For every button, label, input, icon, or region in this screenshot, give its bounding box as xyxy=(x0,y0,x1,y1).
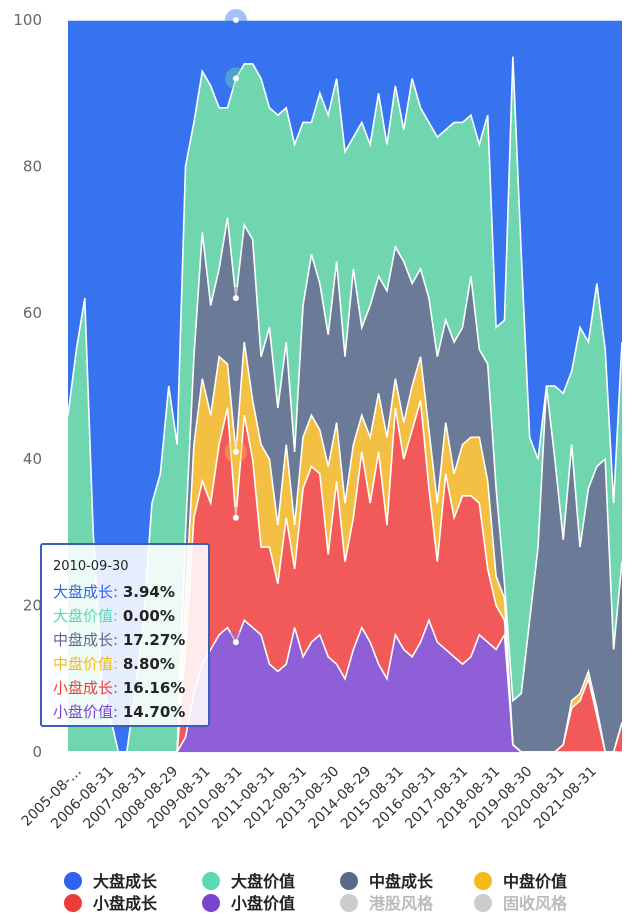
legend-item[interactable]: 小盘成长 xyxy=(64,894,158,913)
tooltip-date: 2010-09-30 xyxy=(53,559,129,574)
y-tick-label: 100 xyxy=(13,11,42,29)
y-tick-label: 60 xyxy=(23,304,42,322)
area-中盘价值 xyxy=(68,342,622,752)
tooltip-series-value: 3.94% xyxy=(122,583,175,601)
legend-item[interactable]: 港股风格 xyxy=(340,894,434,913)
legend-item[interactable]: 中盘价值 xyxy=(474,872,567,891)
legend-marker xyxy=(64,872,82,890)
area-大盘价值 xyxy=(68,56,622,753)
legend-marker xyxy=(64,894,82,912)
tooltip-series-name: 大盘价值: xyxy=(53,607,123,625)
legend-item[interactable]: 中盘成长 xyxy=(340,872,434,891)
y-tick-label: 80 xyxy=(23,157,42,175)
tooltip-row: 小盘价值: 14.70% xyxy=(53,700,208,724)
tooltip-series-value: 16.16% xyxy=(122,679,186,697)
legend-label: 固收风格 xyxy=(503,894,568,913)
legend-label: 大盘成长 xyxy=(93,872,158,891)
tooltip-series-name: 小盘成长: xyxy=(53,679,123,697)
legend-label: 大盘价值 xyxy=(231,872,295,891)
legend-marker xyxy=(474,872,492,890)
tooltip-series-value: 14.70% xyxy=(122,703,186,721)
tooltip-row: 中盘成长: 17.27% xyxy=(53,628,208,652)
tooltip: 2010-09-30 大盘成长: 3.94% 大盘价值: 0.00% 中盘成长: 1… xyxy=(40,543,210,727)
legend-item[interactable]: 固收风格 xyxy=(474,894,568,913)
x-axis-ticks: 2005-08-…2006-08-312007-08-312008-08-292… xyxy=(19,764,600,833)
area-中盘成长 xyxy=(68,217,622,752)
tooltip-row: 中盘价值: 8.80% xyxy=(53,652,208,676)
legend-marker xyxy=(474,894,492,912)
legend-item[interactable]: 小盘价值 xyxy=(202,894,295,913)
legend-label: 中盘成长 xyxy=(369,872,434,891)
highlight-point xyxy=(232,17,239,23)
tooltip-row: 小盘成长: 16.16% xyxy=(53,676,208,700)
area-小盘成长 xyxy=(68,400,622,752)
highlight-markers xyxy=(224,9,247,654)
legend-label: 港股风格 xyxy=(369,894,434,913)
y-tick-label: 0 xyxy=(32,743,42,761)
tooltip-series-value: 8.80% xyxy=(122,655,175,673)
tooltip-series-value: 17.27% xyxy=(122,631,186,649)
highlight-point xyxy=(232,448,239,455)
y-tick-label: 20 xyxy=(23,597,42,615)
tooltip-row: 大盘价值: 0.00% xyxy=(53,604,208,628)
highlight-point xyxy=(232,639,239,646)
tooltip-series-value: 0.00% xyxy=(122,607,175,625)
legend-marker xyxy=(340,894,358,912)
legend-marker xyxy=(202,872,220,890)
tooltip-series-name: 中盘成长: xyxy=(53,631,123,649)
legend-label: 中盘价值 xyxy=(503,872,567,891)
series-line-中盘成长 xyxy=(68,217,623,753)
tooltip-series-name: 小盘价值: xyxy=(53,703,123,721)
y-axis-ticks: 0 20 40 60 80 100 xyxy=(13,11,42,761)
tooltip-row: 大盘成长: 3.94% xyxy=(53,580,208,604)
tooltip-series-name: 大盘成长: xyxy=(53,583,123,601)
tooltip-rows: 大盘成长: 3.94% 大盘价值: 0.00% 中盘成长: 17.27% 中盘价值: … xyxy=(53,580,208,724)
legend-item[interactable]: 大盘成长 xyxy=(64,872,158,891)
legend-label: 小盘成长 xyxy=(93,894,158,913)
series-separator-lines xyxy=(67,19,623,753)
legend-label: 小盘价值 xyxy=(231,894,295,913)
tooltip-series-name: 中盘价值: xyxy=(53,655,123,673)
legend-marker xyxy=(202,894,220,912)
legend-item[interactable]: 大盘价值 xyxy=(202,872,295,891)
highlight-point xyxy=(232,514,239,521)
series-line-大盘价值 xyxy=(67,56,623,753)
highlight-point xyxy=(232,295,239,302)
legend-marker xyxy=(340,872,358,890)
y-tick-label: 40 xyxy=(23,450,42,468)
highlight-point xyxy=(232,75,239,82)
